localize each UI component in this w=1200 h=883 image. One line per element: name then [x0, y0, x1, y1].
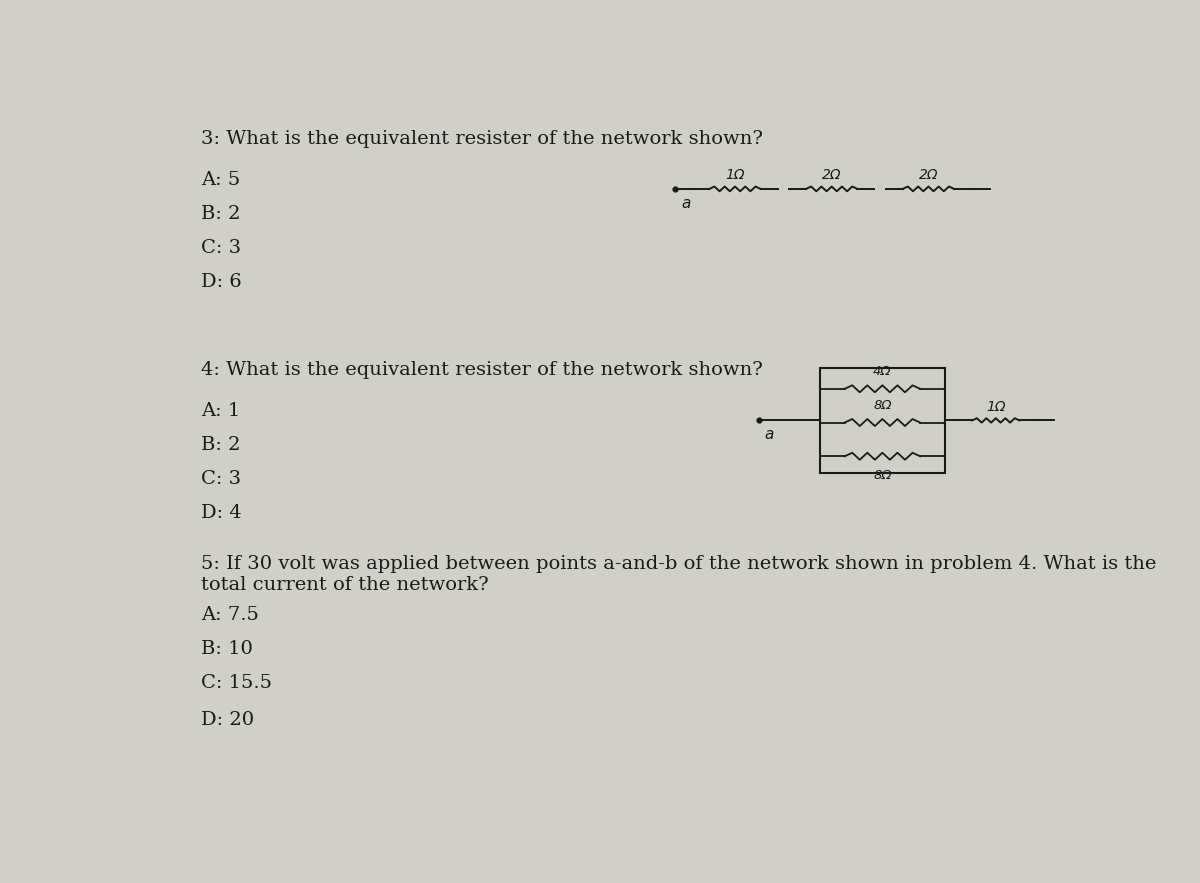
Text: 1Ω: 1Ω [986, 400, 1006, 414]
Text: a: a [764, 427, 774, 442]
Bar [820, 367, 946, 473]
Text: 2Ω: 2Ω [822, 168, 841, 182]
Text: A: 1: A: 1 [202, 402, 240, 419]
Text: a: a [682, 196, 690, 211]
Text: D: 20: D: 20 [202, 711, 254, 729]
Text: 1Ω: 1Ω [725, 168, 745, 182]
Text: 8Ω: 8Ω [874, 469, 892, 482]
Text: 2Ω: 2Ω [919, 168, 938, 182]
Text: 5: If 30 volt was applied between points a-and-b of the network shown in problem: 5: If 30 volt was applied between points… [202, 555, 1157, 593]
Text: B: 2: B: 2 [202, 435, 241, 454]
Text: A: 7.5: A: 7.5 [202, 606, 259, 623]
Text: 8Ω: 8Ω [874, 399, 892, 412]
Text: C: 15.5: C: 15.5 [202, 674, 272, 691]
Text: D: 6: D: 6 [202, 273, 242, 291]
Text: D: 4: D: 4 [202, 503, 242, 522]
Text: B: 10: B: 10 [202, 639, 253, 658]
Text: C: 3: C: 3 [202, 470, 241, 487]
Text: 3: What is the equivalent resister of the network shown?: 3: What is the equivalent resister of th… [202, 130, 763, 147]
Text: 4: What is the equivalent resister of the network shown?: 4: What is the equivalent resister of th… [202, 361, 763, 379]
Text: B: 2: B: 2 [202, 205, 241, 223]
Text: C: 3: C: 3 [202, 238, 241, 257]
Text: 4Ω: 4Ω [874, 366, 892, 378]
Text: A: 5: A: 5 [202, 170, 240, 189]
